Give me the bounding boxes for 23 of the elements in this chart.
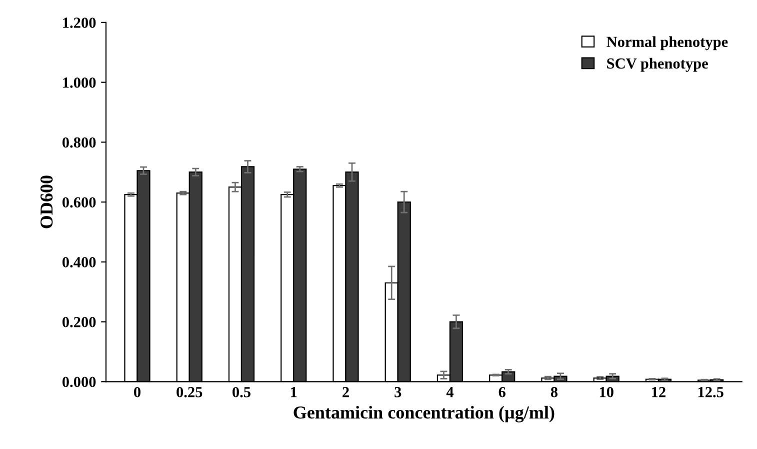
x-tick-label: 4 [446,387,454,398]
x-tick-label: 10 [600,386,614,398]
y-tick-label: 0.400 [62,257,96,268]
legend-label: Normal phenotype [606,36,728,50]
x-tick-label: 3 [394,386,402,398]
x-tick-label: 8 [550,386,558,398]
y-tick-label: 0.000 [62,376,96,388]
legend-label: SCV phenotype [607,58,708,72]
y-tick-label: 0.600 [62,197,96,208]
x-tick-label: 6 [498,386,506,398]
x-tick-label: 0 [134,386,140,398]
x-tick-label: 12.5 [698,386,724,398]
y-axis-title: OD600 [40,176,53,228]
x-tick-label: 0.5 [232,386,250,398]
x-tick-label: 1 [291,387,297,398]
y-tick-label: 1.200 [63,18,96,28]
y-tick-label: 1.000 [63,77,96,88]
x-tick-label: 12 [652,386,666,398]
x-tick-label: 0.25 [176,386,202,398]
y-tick-label: 0.200 [62,316,96,328]
x-tick-label: 2 [342,386,349,398]
x-axis-title: Gentamicin concentration (µg/ml) [294,406,554,422]
y-tick-label: 0.800 [62,137,96,148]
